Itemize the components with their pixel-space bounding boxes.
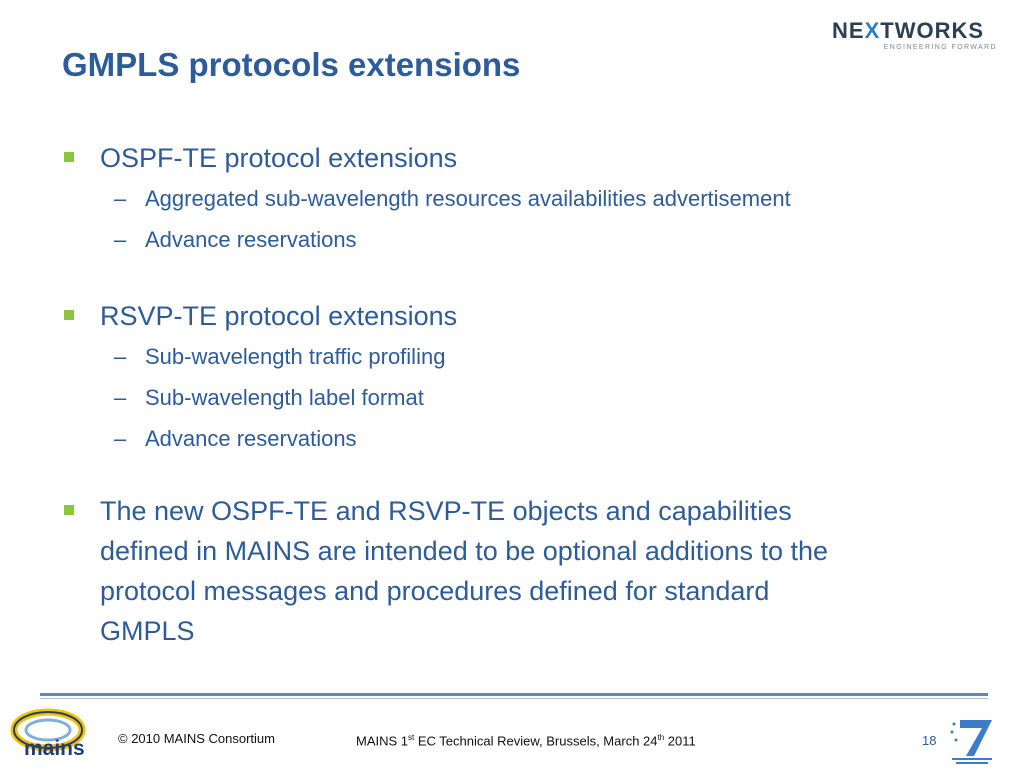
spacer <box>62 260 982 296</box>
bullet-ospf: OSPF-TE protocol extensions <box>62 138 982 178</box>
sub-bullet-text: Advance reservations <box>145 227 357 252</box>
footer-event: MAINS 1st EC Technical Review, Brussels,… <box>356 733 696 748</box>
sub-bullet: – Sub-wavelength traffic profiling <box>62 336 982 377</box>
slide-content: OSPF-TE protocol extensions – Aggregated … <box>62 138 982 651</box>
mains-wordmark: mains <box>24 737 85 760</box>
nextworks-wordmark-post: TWORKS <box>880 18 985 43</box>
nextworks-wordmark: NEXTWORKS <box>832 18 997 44</box>
page-number: 18 <box>922 733 937 748</box>
nextworks-logo: NEXTWORKS ENGINEERING FORWARD <box>832 18 997 58</box>
mains-logo <box>10 708 106 766</box>
footer-event-post: 2011 <box>664 733 696 749</box>
sub-bullet-text: Sub-wavelength label format <box>145 385 424 410</box>
dash-icon: – <box>114 186 127 211</box>
footer-divider <box>40 693 988 696</box>
bullet-line: GMPLS <box>100 616 195 646</box>
bullet-line: protocol messages and procedures defined… <box>100 576 770 606</box>
sub-bullet: – Advance reservations <box>62 418 982 459</box>
bullet-square-icon <box>64 505 74 515</box>
sub-bullet: – Sub-wavelength label format <box>62 377 982 418</box>
footer-divider-thin <box>40 698 988 699</box>
dash-icon: – <box>114 385 127 410</box>
bullet-summary: The new OSPF-TE and RSVP-TE objects and … <box>62 491 982 651</box>
sub-bullet-text: Advance reservations <box>145 426 357 451</box>
seventh-framework-programme-icon <box>950 720 992 764</box>
sub-bullet: – Aggregated sub-wavelength resources ava… <box>62 178 982 219</box>
mains-ellipse-icon <box>10 708 86 752</box>
footer-event-sup1: st <box>408 733 415 742</box>
bullet-text: OSPF-TE protocol extensions <box>100 143 458 173</box>
sub-bullet-text: Aggregated sub-wavelength resources avai… <box>145 186 791 211</box>
bullet-rsvp: RSVP-TE protocol extensions <box>62 296 982 336</box>
bullet-text: RSVP-TE protocol extensions <box>100 301 458 331</box>
dash-icon: – <box>114 344 127 369</box>
nextworks-wordmark-pre: NE <box>832 18 865 43</box>
nextworks-tagline: ENGINEERING FORWARD <box>883 44 997 51</box>
bullet-line: defined in MAINS are intended to be opti… <box>100 536 828 566</box>
slide-title: GMPLS protocols extensions <box>62 46 521 83</box>
footer-copyright: © 2010 MAINS Consortium <box>118 731 275 746</box>
footer-event-sup2: th <box>657 733 665 742</box>
footer-event-mid: EC Technical Review, Brussels, March 24 <box>414 733 658 749</box>
fp7-logo <box>946 716 998 766</box>
bullet-square-icon <box>64 152 74 162</box>
nextworks-wordmark-x: X <box>864 18 881 43</box>
bullet-square-icon <box>64 310 74 320</box>
spacer <box>62 459 982 491</box>
dash-icon: – <box>114 227 127 252</box>
footer-event-pre: MAINS 1 <box>356 733 409 749</box>
sub-bullet: – Advance reservations <box>62 219 982 260</box>
sub-bullet-text: Sub-wavelength traffic profiling <box>145 344 446 369</box>
dash-icon: – <box>114 426 127 451</box>
bullet-line: The new OSPF-TE and RSVP-TE objects and … <box>100 496 792 526</box>
